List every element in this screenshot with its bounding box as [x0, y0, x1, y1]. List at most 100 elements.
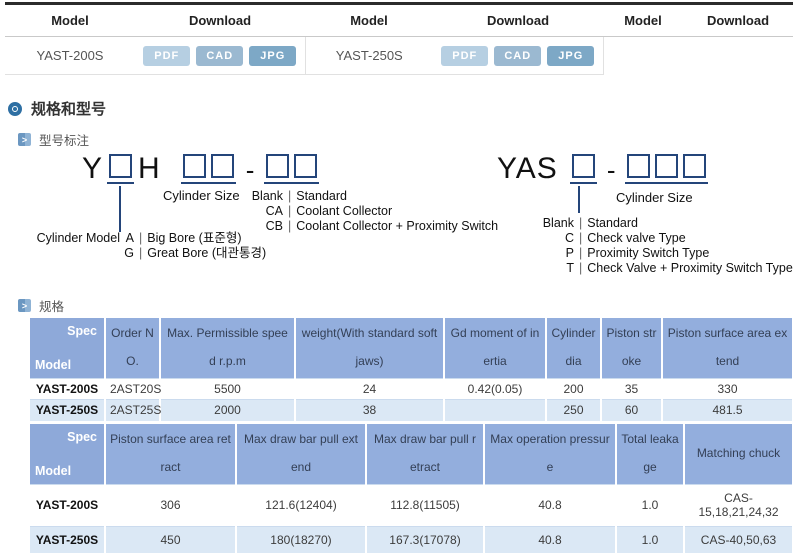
- code-box: [266, 154, 290, 178]
- option-separator: |: [139, 231, 143, 245]
- code-box: [109, 154, 133, 178]
- suffix-options-list: Blank | Standard CA | Coolant Collector CB | C…: [246, 189, 498, 234]
- model-name-yast-250s: YAST-250S: [305, 36, 433, 75]
- pdf-download-button[interactable]: PDF: [441, 45, 489, 66]
- spec-table-1: Spec Model Order NO. Max. Permissible sp…: [30, 318, 792, 421]
- column-header-pull-retract: Max draw bar pull retract: [365, 424, 484, 485]
- option-desc: Big Bore (표준형): [147, 231, 242, 245]
- pointer-line: [119, 186, 121, 232]
- option-code: A: [125, 231, 134, 245]
- value-cell: 250: [545, 399, 601, 421]
- option-code: Blank: [542, 216, 574, 230]
- value-cell: 24: [294, 377, 444, 400]
- option-row: CB | Coolant Collector + Proximity Switch: [246, 219, 498, 234]
- download-table-header-row: Model Download Model Download Model Down…: [5, 3, 793, 37]
- column-header-max-pressure: Max operation pressure: [483, 424, 616, 485]
- option-row: Blank | Standard: [246, 189, 498, 204]
- value-cell: 330: [661, 377, 792, 400]
- corner-spec-label: Spec: [67, 430, 97, 444]
- code-box: [627, 154, 651, 178]
- option-row: C | Check valve Type: [534, 231, 793, 246]
- value-cell: 60: [600, 399, 662, 421]
- spec-table-2: Spec Model Piston surface area retract M…: [30, 424, 792, 554]
- value-cell: 2AST20S: [104, 377, 161, 400]
- spec-table-1-header-row: Spec Model Order NO. Max. Permissible sp…: [30, 318, 792, 379]
- model-code-left: Y H -: [82, 154, 323, 184]
- code-letter: H: [138, 152, 161, 185]
- corner-spec-label: Spec: [67, 324, 97, 338]
- column-header-matching-chuck: Matching chuck: [683, 424, 792, 485]
- option-row: T | Check Valve + Proximity Switch Type: [534, 261, 793, 276]
- type-options-list: Blank | Standard C | Check valve Type P | Prox…: [534, 216, 793, 276]
- option-desc: Great Bore (대관통경): [147, 246, 267, 260]
- cylinder-model-options-list: Cylinder Model A | Big Bore (표준형) G | Great …: [28, 231, 267, 261]
- model-cell: YAST-200S: [30, 377, 105, 400]
- column-header-model-2: Model: [305, 3, 433, 37]
- download-table: Model Download Model Download Model Down…: [5, 2, 793, 75]
- corner-header-cell: Spec Model: [30, 318, 105, 379]
- section-bullet-icon: [8, 101, 22, 116]
- code-box: [655, 154, 679, 178]
- page-title: 规格和型号: [31, 101, 107, 118]
- pointer-line: [578, 186, 580, 213]
- column-header-total-leakage: Total leakage: [615, 424, 684, 485]
- table-row-yast-200s: YAST-200S 306 121.6(12404) 112.8(11505) …: [30, 484, 792, 527]
- corner-model-label: Model: [35, 463, 72, 478]
- option-row: G | Great Bore (대관통경): [28, 246, 266, 261]
- value-cell: 1.0: [615, 525, 684, 554]
- column-header-pull-extend: Max draw bar pull extend: [235, 424, 366, 485]
- value-cell: 112.8(11505): [365, 484, 484, 527]
- option-desc: Standard: [296, 189, 347, 203]
- option-separator: |: [288, 189, 292, 203]
- value-cell: 40.8: [483, 525, 616, 554]
- code-box: [683, 154, 707, 178]
- option-row: P | Proximity Switch Type: [534, 246, 793, 261]
- option-desc: Coolant Collector + Proximity Switch: [296, 219, 499, 233]
- value-cell: CAS-15,18,21,24,32: [683, 484, 792, 527]
- option-code: CB: [265, 219, 283, 233]
- value-cell: 180(18270): [235, 525, 366, 554]
- value-cell: 200: [545, 377, 601, 400]
- column-header-download-1: Download: [135, 3, 305, 37]
- value-cell: 2AST25S: [104, 399, 161, 421]
- download-cell-yast-200s: PDF CAD JPG: [135, 36, 306, 75]
- code-box-group-suffix: [264, 154, 320, 184]
- pdf-download-button[interactable]: PDF: [143, 45, 191, 66]
- option-desc: Standard: [587, 216, 638, 230]
- code-letter: Y: [82, 152, 104, 185]
- corner-header-cell: Spec Model: [30, 424, 105, 485]
- cad-download-button[interactable]: CAD: [196, 45, 244, 66]
- code-dash: -: [245, 155, 255, 185]
- value-cell: 35: [600, 377, 662, 400]
- corner-model-label: Model: [35, 357, 72, 372]
- option-row: CA | Coolant Collector: [246, 204, 498, 219]
- column-header-area-retract: Piston surface area retract: [104, 424, 236, 485]
- chevron-right-icon: >: [18, 133, 31, 146]
- option-separator: |: [288, 219, 292, 233]
- code-letter: YAS: [497, 152, 558, 185]
- value-cell: 2000: [159, 399, 295, 421]
- model-name-yast-200s: YAST-200S: [5, 36, 135, 75]
- column-header-download-2: Download: [433, 3, 603, 37]
- subsection-model-notation: > 型号标注: [18, 130, 89, 149]
- code-box-group: [107, 154, 135, 184]
- code-dash: -: [606, 155, 616, 185]
- value-cell: 40.8: [483, 484, 616, 527]
- code-box: [210, 154, 234, 178]
- option-code: G: [124, 246, 134, 260]
- option-code: P: [565, 246, 574, 260]
- value-cell: 306: [104, 484, 236, 527]
- model-code-right: YAS -: [497, 154, 712, 184]
- option-desc: Check Valve + Proximity Switch Type: [587, 261, 793, 275]
- subsection-title: 型号标注: [39, 134, 90, 148]
- jpg-download-button[interactable]: JPG: [249, 45, 297, 66]
- option-separator: |: [579, 216, 583, 230]
- model-name-empty: [603, 37, 683, 75]
- option-desc: Coolant Collector: [296, 204, 393, 218]
- code-box: [294, 154, 318, 178]
- value-cell: 0.42(0.05): [443, 377, 546, 400]
- jpg-download-button[interactable]: JPG: [547, 45, 595, 66]
- cad-download-button[interactable]: CAD: [494, 45, 542, 66]
- cylinder-size-label: Cylinder Size: [616, 190, 693, 205]
